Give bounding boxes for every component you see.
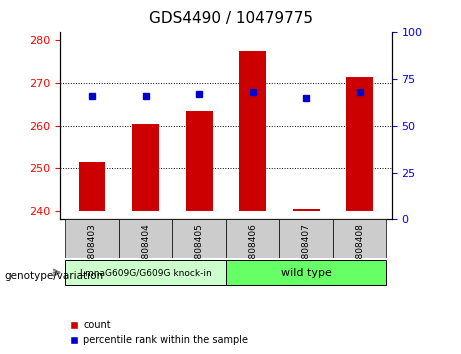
- Legend: count, percentile rank within the sample: count, percentile rank within the sample: [65, 316, 252, 349]
- Text: GSM808403: GSM808403: [88, 223, 96, 278]
- Text: GSM808405: GSM808405: [195, 223, 204, 278]
- Text: genotype/variation: genotype/variation: [5, 271, 104, 281]
- Bar: [346, 76, 373, 211]
- Bar: [239, 51, 266, 211]
- Bar: [79, 162, 106, 211]
- FancyBboxPatch shape: [65, 219, 119, 258]
- Bar: [132, 124, 159, 211]
- FancyBboxPatch shape: [172, 219, 226, 258]
- Text: LmnaG609G/G609G knock-in: LmnaG609G/G609G knock-in: [80, 268, 212, 277]
- FancyBboxPatch shape: [333, 219, 386, 258]
- FancyBboxPatch shape: [65, 260, 226, 285]
- Bar: [186, 111, 213, 211]
- Text: GSM808407: GSM808407: [301, 223, 311, 278]
- Text: GSM808408: GSM808408: [355, 223, 364, 278]
- Text: GSM808404: GSM808404: [141, 223, 150, 278]
- FancyBboxPatch shape: [279, 219, 333, 258]
- Text: GDS4490 / 10479775: GDS4490 / 10479775: [148, 11, 313, 25]
- FancyBboxPatch shape: [226, 260, 386, 285]
- FancyBboxPatch shape: [119, 219, 172, 258]
- Text: GSM808406: GSM808406: [248, 223, 257, 278]
- FancyBboxPatch shape: [226, 219, 279, 258]
- Bar: [293, 209, 319, 211]
- Text: wild type: wild type: [281, 268, 331, 278]
